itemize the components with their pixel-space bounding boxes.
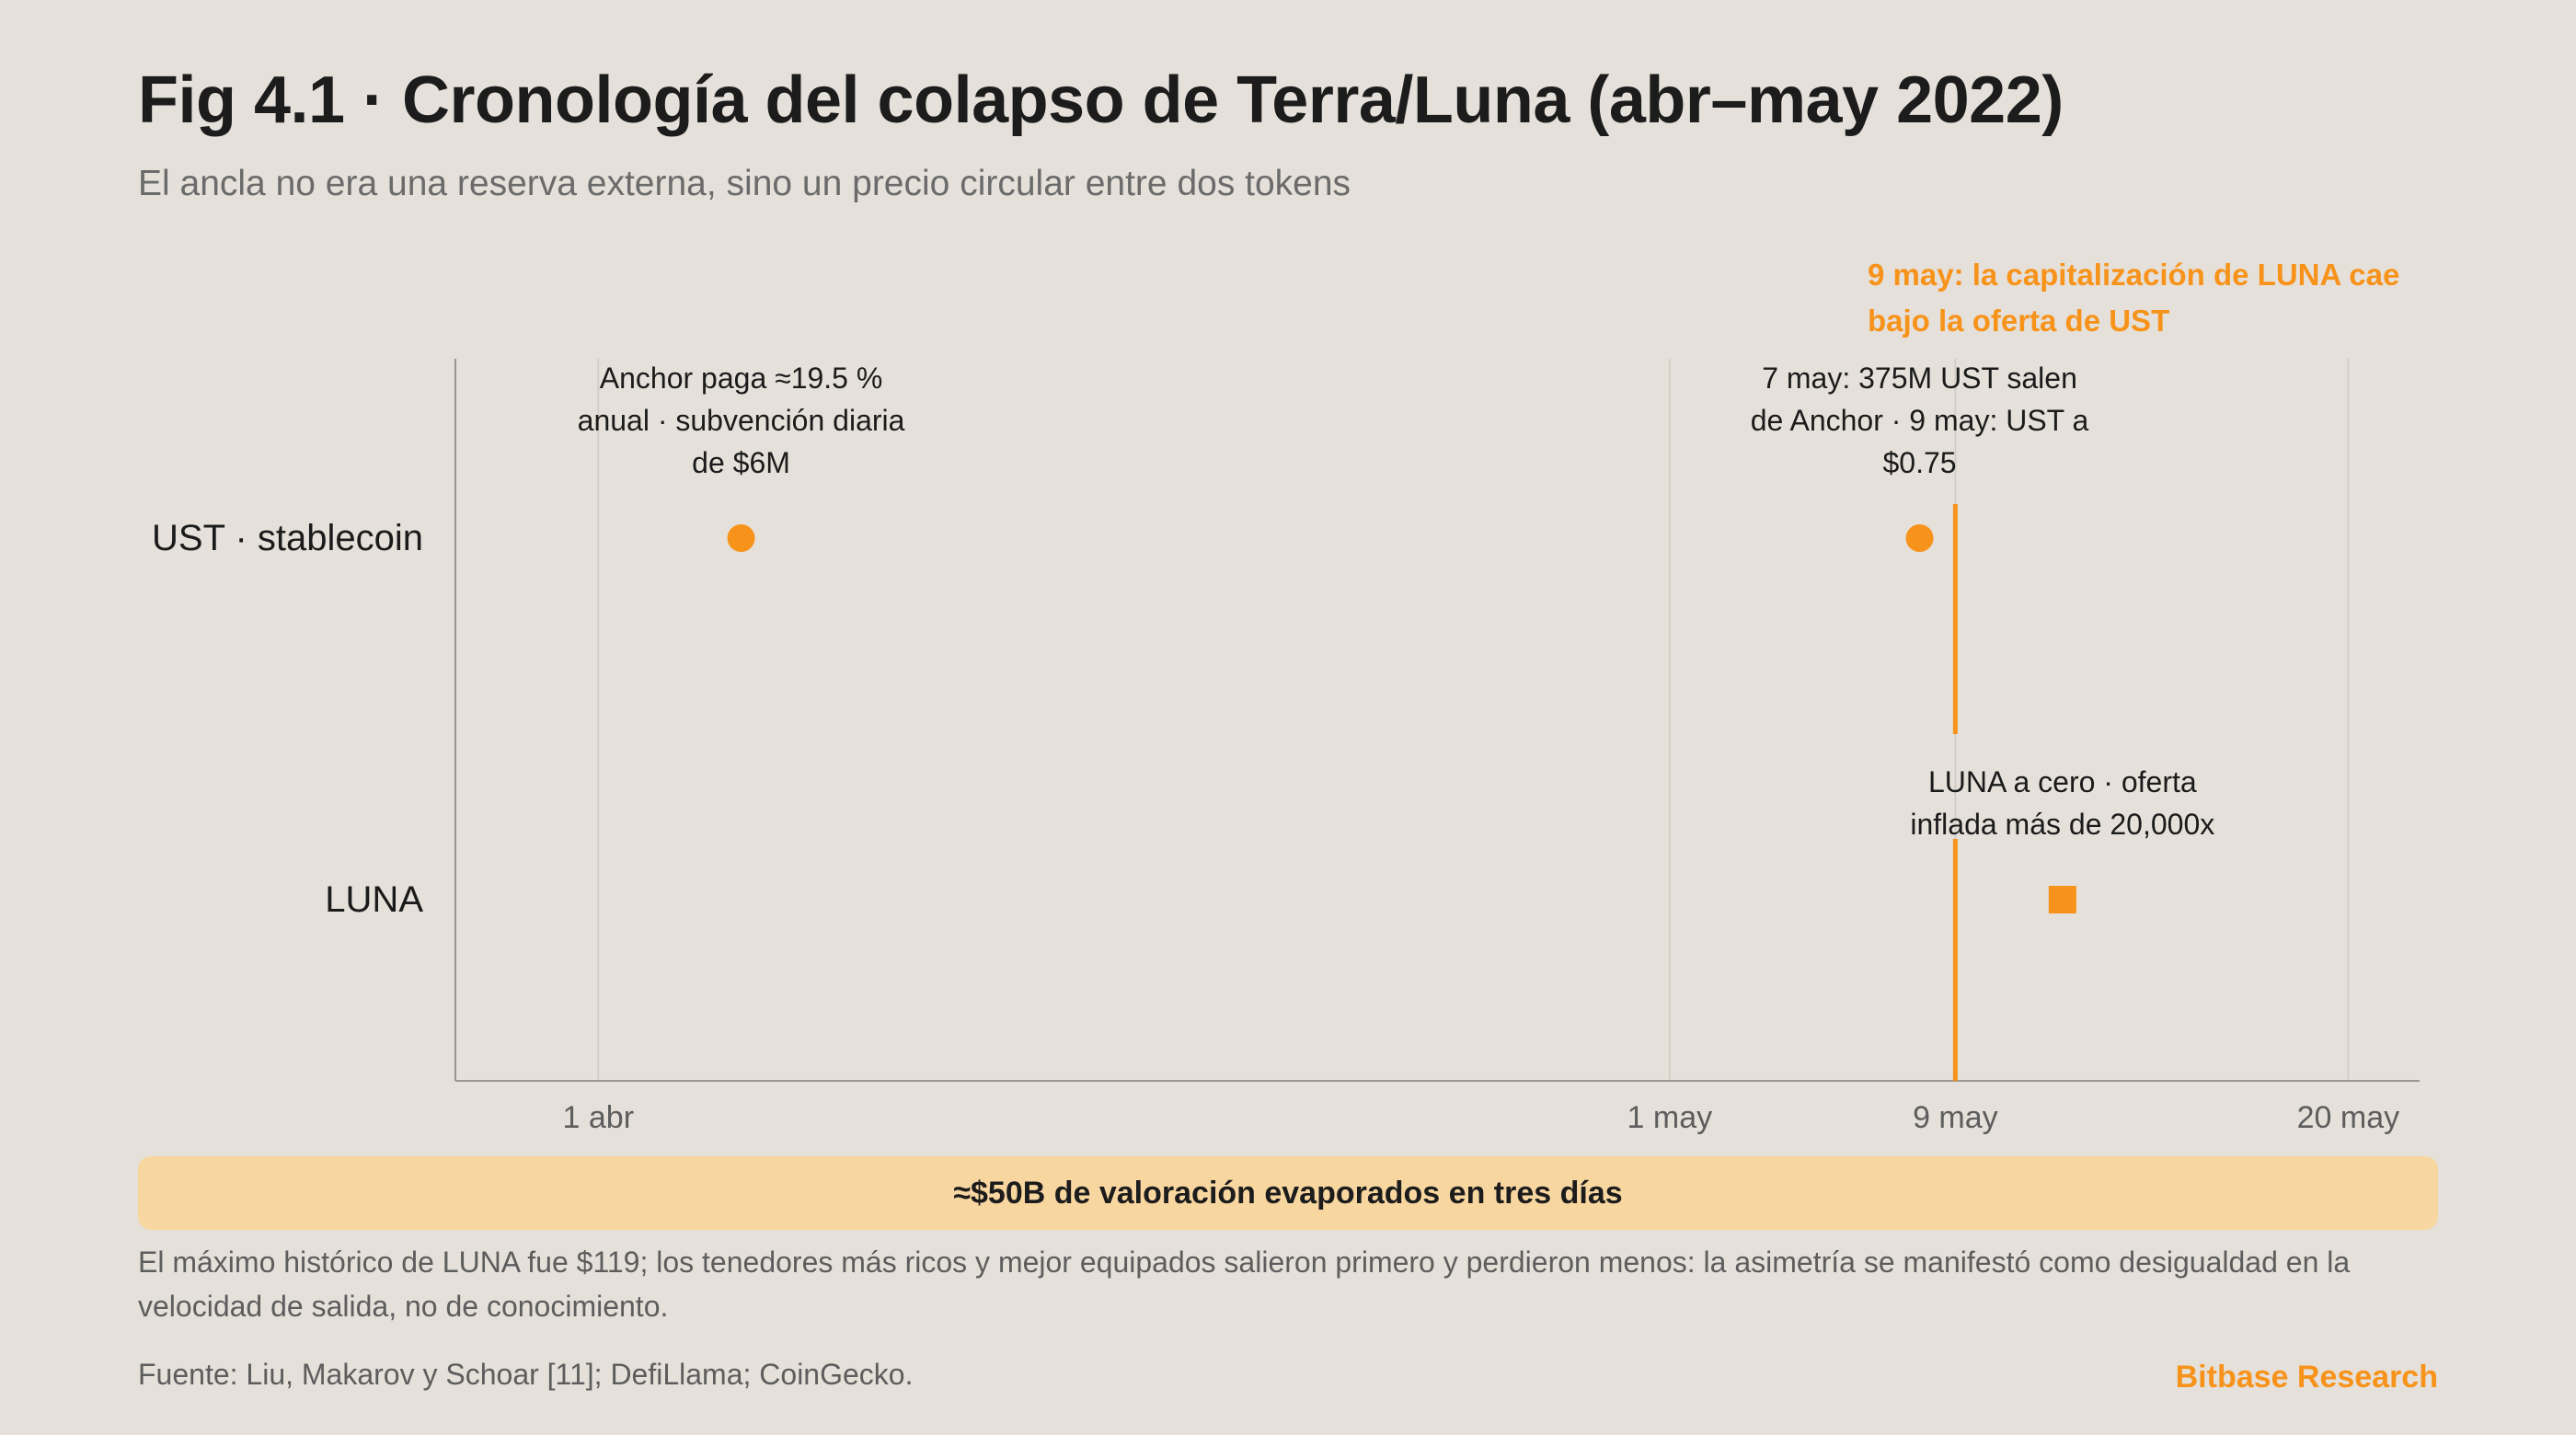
event-label: Anchor paga ≈19.5 % <box>600 362 883 395</box>
chart-subtitle: El ancla no era una reserva externa, sin… <box>138 164 1351 203</box>
event-label: anual · subvención diaria <box>578 404 905 437</box>
reference-line-label: 9 may: la capitalización de LUNA cae <box>1868 258 2399 292</box>
timeline-chart: 1 abr 1 may 9 may 20 may UST · stablecoin LUN… <box>152 258 2420 1135</box>
brand-logo-text: Bitbase Research <box>2175 1360 2438 1395</box>
footnote-text: El máximo histórico de LUNA fue $119; lo… <box>138 1246 2351 1323</box>
event-label: $0.75 <box>1883 446 1957 479</box>
event-label: de $6M <box>692 446 790 479</box>
chart-title: Fig 4.1 · Cronología del colapso de Terr… <box>138 63 2064 137</box>
event-label: LUNA a cero · oferta <box>1928 765 2197 798</box>
y-category-label: UST · stablecoin <box>152 518 423 558</box>
event-label: de Anchor · 9 may: UST a <box>1751 404 2089 437</box>
event-marker-square <box>2048 886 2076 913</box>
source-citation: Fuente: Liu, Makarov y Schoar [11]; Defi… <box>138 1358 914 1391</box>
event-marker-circle <box>1905 524 1934 552</box>
summary-banner: ≈$50B de valoración evaporados en tres d… <box>138 1156 2438 1230</box>
x-tick-label: 9 may <box>1913 1100 1998 1135</box>
x-tick-label: 20 may <box>2297 1100 2400 1135</box>
event-label: inflada más de 20,000x <box>1910 808 2214 841</box>
x-tick-label: 1 abr <box>563 1100 635 1135</box>
reference-line-label: bajo la oferta de UST <box>1868 304 2169 338</box>
event-marker-circle <box>727 524 755 552</box>
x-tick-label: 1 may <box>1627 1100 1713 1135</box>
event-label: 7 may: 375M UST salen <box>1762 362 2077 395</box>
y-category-label: LUNA <box>325 879 423 920</box>
